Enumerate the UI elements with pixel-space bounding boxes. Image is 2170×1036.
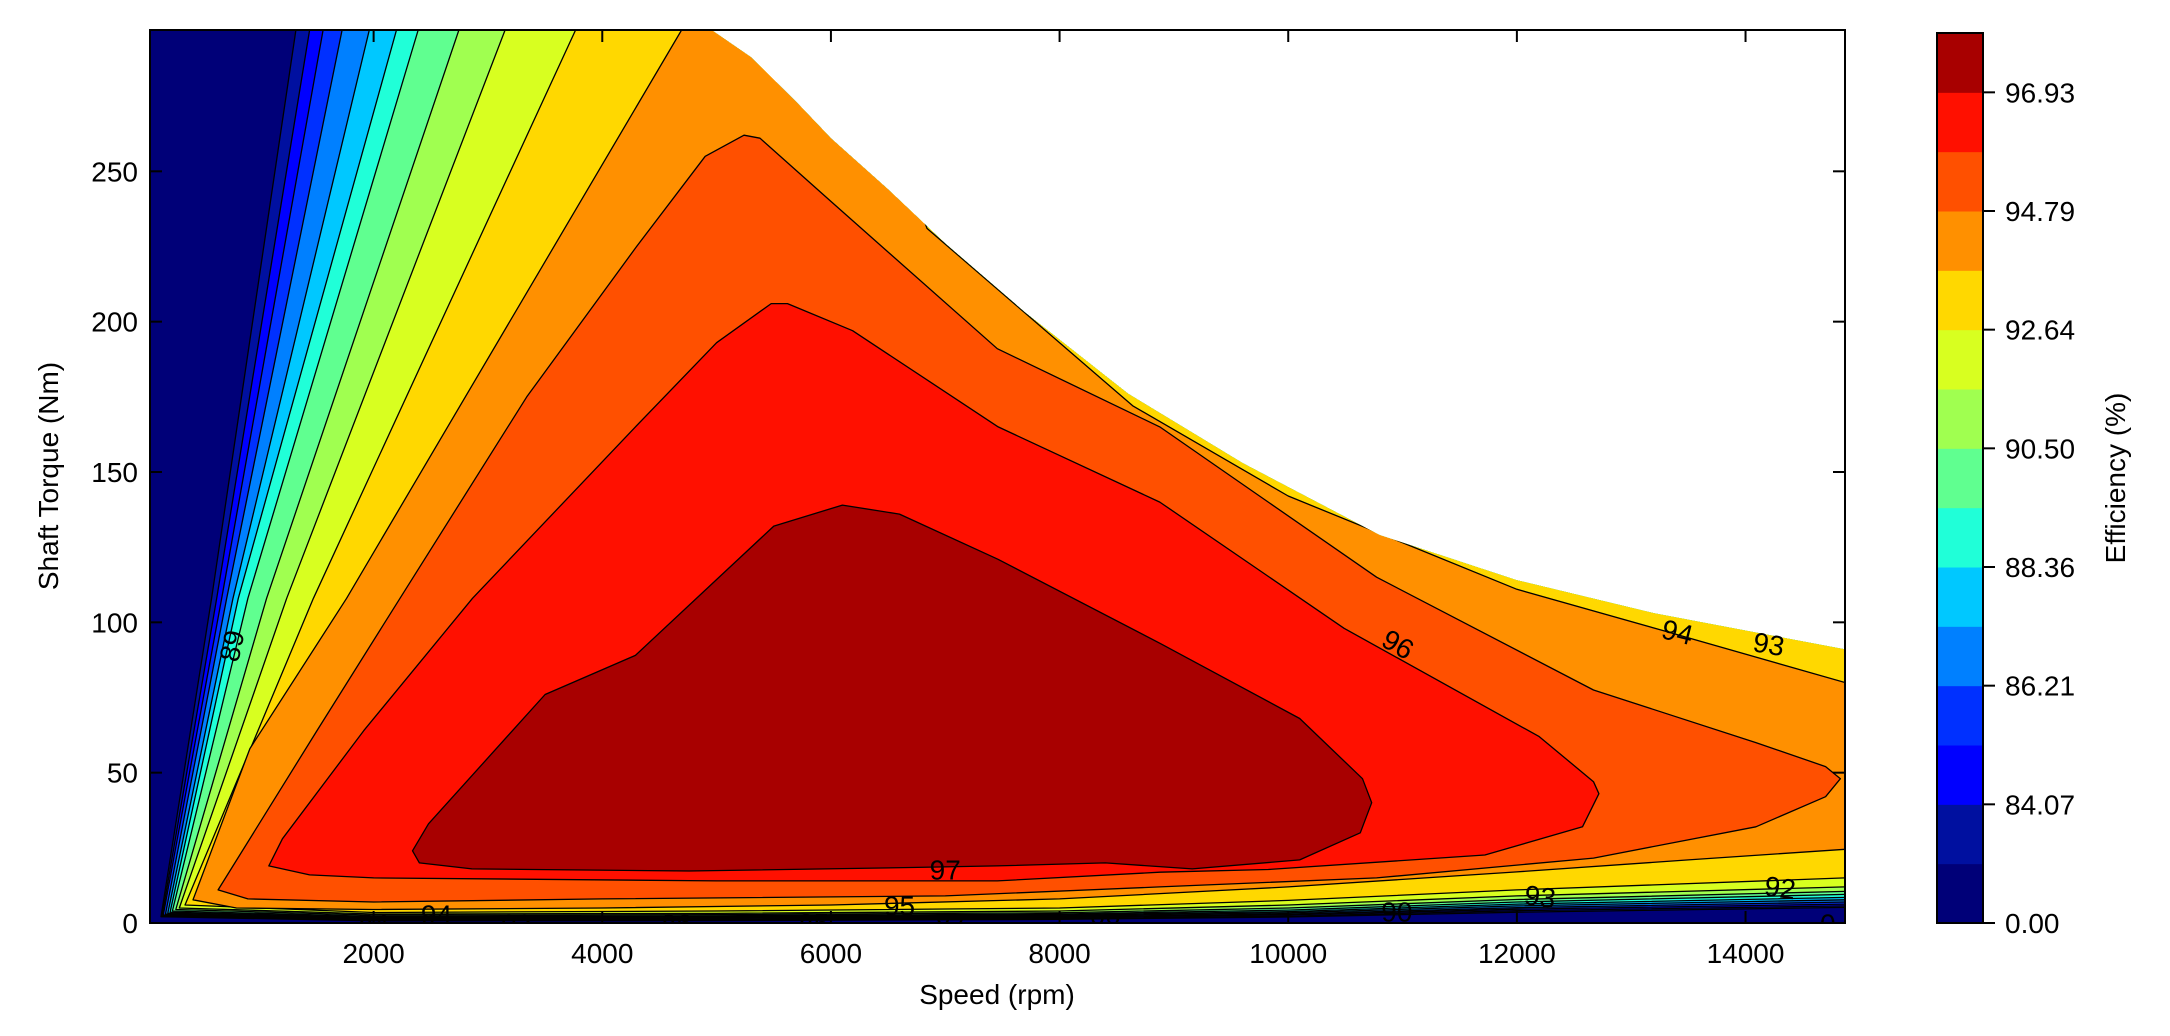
- contour-label: 86: [661, 908, 692, 939]
- colorbar-band: [1937, 685, 1983, 746]
- colorbar-tick-label: 94.79: [2005, 196, 2075, 227]
- y-tick-label: 50: [107, 758, 138, 789]
- colorbar-band: [1937, 745, 1983, 805]
- y-tick-label: 0: [122, 908, 138, 939]
- contour-label: 90: [1381, 896, 1412, 927]
- y-tick-label: 100: [91, 607, 138, 638]
- colorbar-band: [1937, 626, 1983, 687]
- x-tick-label: 2000: [342, 938, 404, 969]
- contour-label: 89: [214, 627, 251, 664]
- colorbar-band: [1937, 211, 1983, 271]
- contour-label: 94: [421, 899, 452, 930]
- colorbar-frame: [1936, 32, 1984, 924]
- colorbar-tick-label: 96.93: [2005, 77, 2075, 108]
- y-axis-label: Shaft Torque (Nm): [33, 362, 64, 590]
- plot-frame: [149, 29, 1846, 924]
- contour-label: 97: [930, 854, 961, 885]
- x-tick-label: 10000: [1249, 938, 1327, 969]
- colorbar-tick-label: 88.36: [2005, 552, 2075, 583]
- x-tick-label: 12000: [1478, 938, 1556, 969]
- y-tick-label: 200: [91, 307, 138, 338]
- contour-label: 93: [1522, 879, 1557, 914]
- colorbar-band: [1937, 863, 1983, 924]
- x-tick-label: 4000: [571, 938, 633, 969]
- colorbar-band: [1937, 329, 1983, 390]
- colorbar-band: [1937, 804, 1983, 865]
- contour-label: 87: [935, 908, 966, 939]
- colorbar-tick-label: 0.00: [2005, 908, 2060, 939]
- contour-label: 95: [884, 890, 915, 921]
- colorbar-tick-label: 92.64: [2005, 315, 2075, 346]
- colorbar: 0.00 84.07 86.21 88.36 90.50 92.64 94.79 96.93: [1936, 32, 2075, 939]
- contour-label: 88: [1090, 908, 1121, 939]
- contour-label: 93: [501, 908, 532, 939]
- y-tick-label: 150: [91, 457, 138, 488]
- colorbar-label: Efficiency (%): [2100, 393, 2131, 564]
- colorbar-tick-label: 84.07: [2005, 789, 2075, 820]
- colorbar-band: [1937, 270, 1983, 331]
- x-axis-label: Speed (rpm): [919, 979, 1075, 1010]
- colorbar-band: [1937, 33, 1983, 93]
- colorbar-tick-label: 86.21: [2005, 671, 2075, 702]
- x-tick-label: 6000: [800, 938, 862, 969]
- contour-label: 92: [1763, 870, 1798, 905]
- colorbar-band: [1937, 448, 1983, 509]
- contour-label: 94: [1659, 613, 1697, 651]
- colorbar-band: [1937, 389, 1983, 449]
- axes: 2000 4000 6000 8000 10000 12000 14000050100150…: [91, 29, 1846, 969]
- y-tick-label: 250: [91, 156, 138, 187]
- colorbar-band: [1937, 507, 1983, 568]
- x-tick-label: 14000: [1707, 938, 1785, 969]
- colorbar-band: [1937, 92, 1983, 153]
- contour-label: 0: [1820, 908, 1836, 939]
- colorbar-band: [1937, 151, 1983, 212]
- efficiency-region-96-93: [411, 504, 1373, 872]
- colorbar-band: [1937, 567, 1983, 627]
- x-tick-label: 8000: [1028, 938, 1090, 969]
- contour-label: 85: [798, 908, 829, 939]
- contour-label: 93: [1751, 626, 1787, 662]
- colorbar-tick-label: 90.50: [2005, 433, 2075, 464]
